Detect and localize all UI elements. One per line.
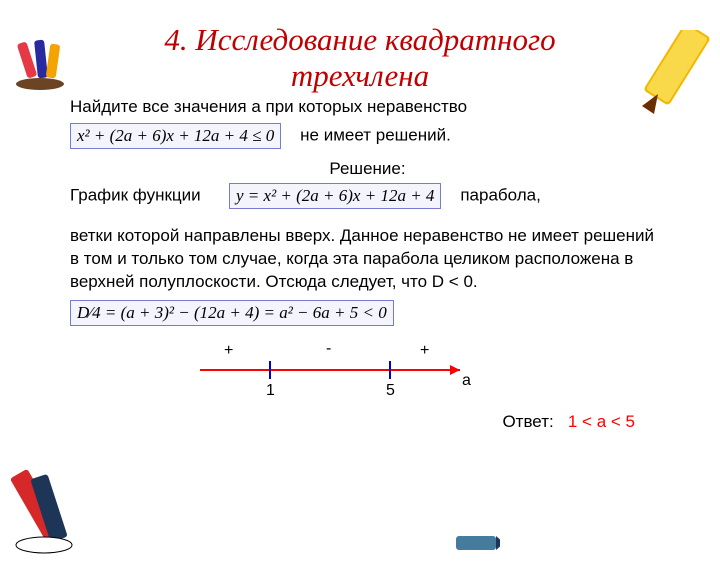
title-line-1: 4. Исследование квадратного: [164, 22, 555, 57]
slide-title: 4. Исследование квадратного трехчлена: [0, 22, 720, 93]
number-line: + - + 1 5 a: [200, 344, 500, 404]
answer-value: 1 < a < 5: [568, 412, 635, 431]
clipart-top-right: [634, 30, 714, 120]
answer-label: Ответ:: [502, 412, 553, 431]
formula-y: y = x² + (2a + 6)x + 12a + 4: [229, 183, 441, 209]
title-line-2: трехчлена: [291, 58, 429, 93]
sign-minus: -: [326, 340, 331, 358]
explanation-text: ветки которой направлены вверх. Данное н…: [70, 225, 665, 294]
parabola-label: парабола,: [460, 186, 540, 205]
axis-label-a: a: [462, 372, 471, 390]
sign-plus-right: +: [420, 342, 429, 360]
tick-1: 1: [266, 382, 275, 400]
formula-discriminant: D⁄4 = (a + 3)² − (12a + 4) = a² − 6a + 5…: [70, 300, 394, 326]
formula-inequality: x² + (2a + 6)x + 12a + 4 ≤ 0: [70, 123, 281, 149]
clipart-bottom-left: [6, 461, 86, 556]
clipart-top-left: [12, 34, 67, 94]
no-solutions-text: не имеет решений.: [300, 126, 451, 145]
sign-plus-left: +: [224, 342, 233, 360]
graph-label: График функции: [70, 186, 201, 205]
clipart-bottom-mid: [454, 524, 500, 560]
tick-5: 5: [386, 382, 395, 400]
prompt-text: Найдите все значения a при которых нерав…: [70, 97, 665, 117]
solution-label: Решение:: [70, 159, 665, 179]
number-line-svg: [200, 344, 500, 404]
